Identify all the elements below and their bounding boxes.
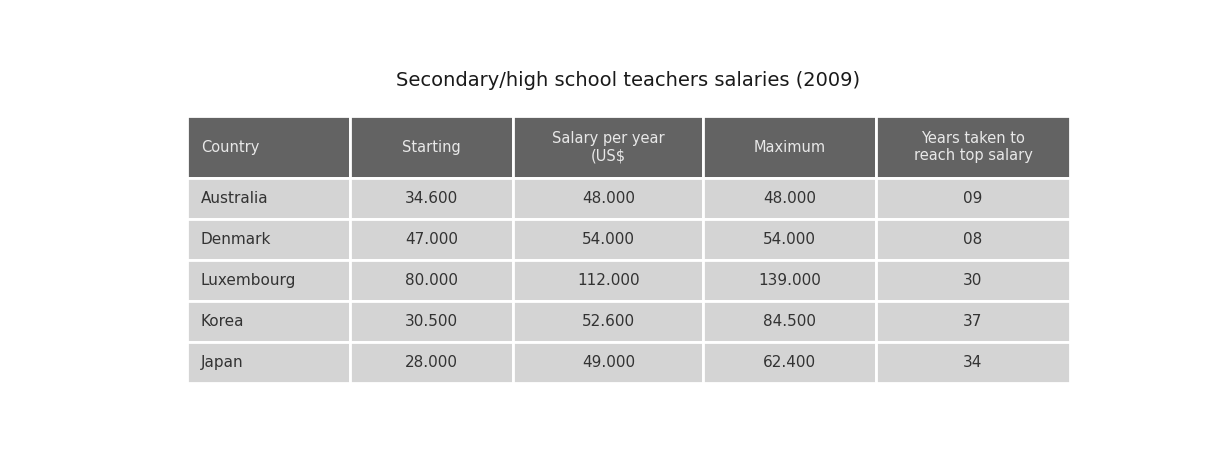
Bar xyxy=(349,117,514,178)
Bar xyxy=(349,301,514,342)
Ellipse shape xyxy=(447,192,770,369)
Bar xyxy=(875,219,1070,260)
Bar xyxy=(349,178,514,219)
Bar xyxy=(704,117,875,178)
Bar xyxy=(514,260,704,301)
Text: 49.000: 49.000 xyxy=(582,355,635,370)
Text: 48.000: 48.000 xyxy=(763,191,817,206)
Bar xyxy=(704,260,875,301)
Bar xyxy=(186,342,349,383)
Text: Korea: Korea xyxy=(201,314,244,329)
Bar xyxy=(186,178,349,219)
Text: Country: Country xyxy=(201,140,259,155)
Bar xyxy=(875,117,1070,178)
Text: 54.000: 54.000 xyxy=(763,232,817,247)
Bar xyxy=(704,219,875,260)
Text: 08: 08 xyxy=(964,232,982,247)
Bar xyxy=(186,301,349,342)
Bar xyxy=(186,219,349,260)
Text: 30.500: 30.500 xyxy=(405,314,459,329)
Text: Salary per year
(US$: Salary per year (US$ xyxy=(552,131,664,163)
Text: Starting: Starting xyxy=(402,140,461,155)
Text: 30: 30 xyxy=(964,273,982,288)
Text: 62.400: 62.400 xyxy=(763,355,817,370)
Text: 34: 34 xyxy=(964,355,982,370)
Bar xyxy=(704,301,875,342)
Bar xyxy=(514,219,704,260)
Text: Luxembourg: Luxembourg xyxy=(201,273,297,288)
Text: 52.600: 52.600 xyxy=(582,314,635,329)
Bar xyxy=(704,178,875,219)
Text: Maximum: Maximum xyxy=(754,140,825,155)
Bar xyxy=(514,342,704,383)
Text: 09: 09 xyxy=(964,191,982,206)
Bar xyxy=(704,342,875,383)
Text: Denmark: Denmark xyxy=(201,232,271,247)
Bar xyxy=(875,342,1070,383)
Text: Japan: Japan xyxy=(201,355,244,370)
Text: 47.000: 47.000 xyxy=(406,232,459,247)
Bar xyxy=(349,342,514,383)
Bar xyxy=(514,117,704,178)
Bar xyxy=(875,260,1070,301)
Bar xyxy=(514,178,704,219)
Bar xyxy=(875,178,1070,219)
Text: Secondary/high school teachers salaries (2009): Secondary/high school teachers salaries … xyxy=(396,71,861,90)
Text: Australia: Australia xyxy=(201,191,268,206)
Text: 112.000: 112.000 xyxy=(577,273,640,288)
Text: 80.000: 80.000 xyxy=(406,273,459,288)
Bar xyxy=(349,260,514,301)
Text: 48.000: 48.000 xyxy=(582,191,635,206)
Bar xyxy=(186,117,349,178)
Text: 54.000: 54.000 xyxy=(582,232,635,247)
Text: 139.000: 139.000 xyxy=(758,273,821,288)
Bar xyxy=(875,301,1070,342)
Text: 28.000: 28.000 xyxy=(406,355,459,370)
Text: Years taken to
reach top salary: Years taken to reach top salary xyxy=(913,131,1032,163)
Bar xyxy=(349,219,514,260)
Text: 37: 37 xyxy=(964,314,982,329)
Bar xyxy=(514,301,704,342)
Text: 34.600: 34.600 xyxy=(405,191,459,206)
Bar xyxy=(186,260,349,301)
Text: 84.500: 84.500 xyxy=(763,314,817,329)
